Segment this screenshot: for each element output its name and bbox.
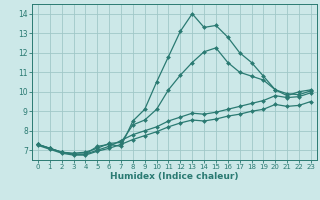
X-axis label: Humidex (Indice chaleur): Humidex (Indice chaleur) [110, 172, 239, 181]
